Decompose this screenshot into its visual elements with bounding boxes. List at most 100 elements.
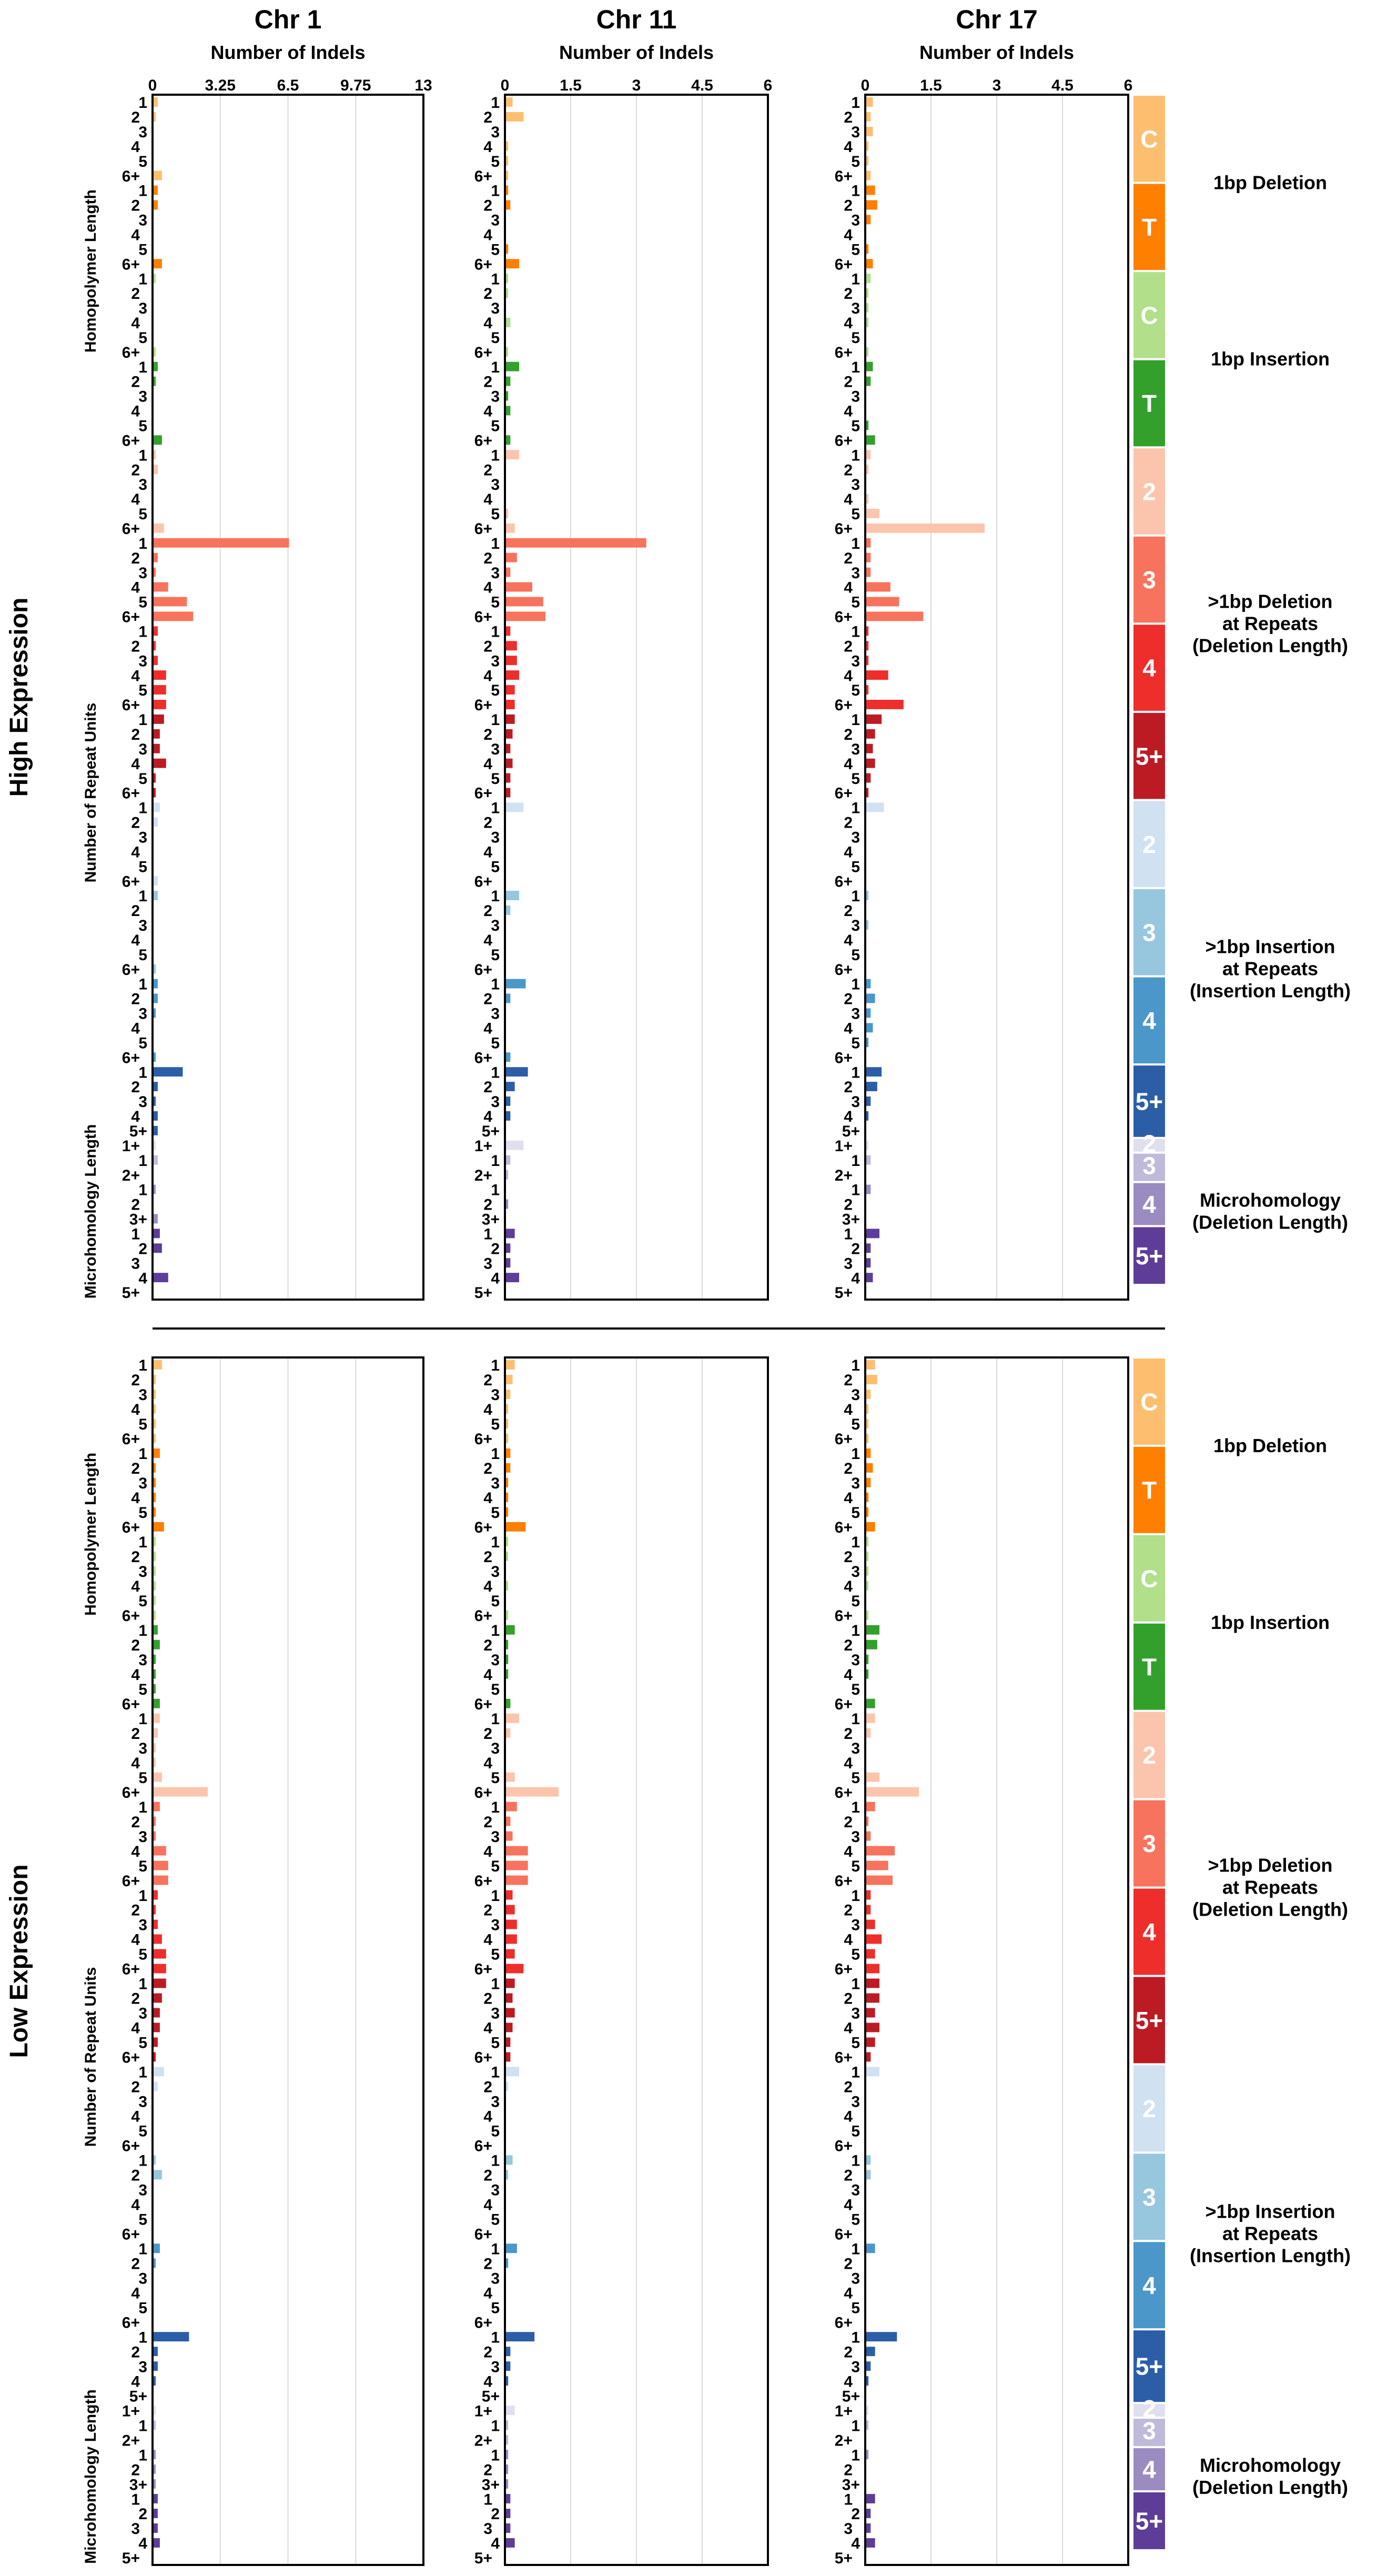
bar [866,1536,869,1546]
row-label: 4 [131,579,140,597]
row-label: 1 [138,1534,147,1551]
row-label: 4 [844,2108,853,2126]
row-label: 2 [491,1240,500,1257]
row-label: 3 [491,1386,500,1404]
row-label: 5 [851,594,860,611]
row-label: 1 [138,711,147,729]
bar [154,274,156,284]
row-label: 6+ [474,785,492,802]
row-label: 3 [483,2520,492,2538]
bar [866,714,882,724]
row-label: 5 [851,1416,860,1433]
category-color-block [1133,2065,1165,2152]
bar [154,170,162,180]
row-label: 2 [483,1196,492,1214]
row-label: 3 [844,1255,853,1272]
row-label: 3 [851,1652,860,1669]
bar [506,1375,513,1384]
row-label: 4 [844,756,853,773]
row-label: 6+ [835,1519,853,1536]
bar [506,508,509,518]
bar [154,1125,158,1135]
bar [154,259,162,269]
bar [154,347,156,357]
bar [506,1978,515,1988]
row-label: 2 [844,1079,853,1096]
bar [154,523,164,533]
row-label: 5 [851,1858,860,1875]
row-label: 3 [851,388,860,406]
row-label: 3 [851,2182,860,2199]
row-label: 5 [491,947,500,964]
row-label: 6+ [122,520,140,538]
row-label: 4 [483,2020,492,2037]
row-label: 3 [138,829,147,846]
row-label: 3 [851,476,860,494]
row-label: 2 [844,1902,853,1919]
row-label: 1 [491,711,500,729]
row-label: 5 [491,2123,500,2140]
block-label: 4 [1142,1918,1156,1946]
row-label: 3 [851,1563,860,1581]
bar [506,979,526,989]
bar [154,582,168,592]
row-label: 4 [131,2285,140,2302]
bar [506,905,511,915]
bar [154,1757,156,1767]
category-color-block [1133,536,1165,623]
bar [506,97,513,107]
row-label: 6+ [474,432,492,449]
bar [866,523,985,533]
row-label: 4 [483,138,492,156]
plot-frame [504,1356,769,2566]
row-label: 5 [851,1593,860,1610]
row-label: 6+ [835,2314,853,2331]
row-label: 1 [851,2064,860,2081]
row-label: 4 [844,2285,853,2302]
bar [506,170,509,180]
row-label: 3 [491,2094,500,2111]
row-label: 1 [483,2491,492,2508]
row-label: 1 [138,623,147,641]
bar [506,2523,511,2533]
row-label: 6+ [122,344,140,361]
row-label: 2+ [122,1167,140,1184]
row-label: 3 [851,124,860,141]
row-label: 4 [483,2285,492,2302]
row-label: 5 [138,418,147,435]
row-label: 6+ [835,1607,853,1625]
row-label: 3+ [482,1211,500,1229]
category-color-block [1133,801,1165,888]
row-label: 6+ [122,609,140,626]
row-label: 5 [851,2035,860,2052]
bar [154,112,156,122]
x-tick-label: 0 [501,77,510,94]
row-label: 2 [131,374,140,391]
bar [506,1964,524,1974]
bar [506,2538,515,2548]
row-label: 1 [851,2240,860,2258]
row-label: 1 [491,1357,500,1374]
row-label: 6+ [474,1519,492,1536]
bar [154,1551,156,1561]
row-label: 5 [491,418,500,435]
bar [506,435,511,445]
row-label: 5 [491,2299,500,2317]
bar [506,361,519,371]
row-label: 3 [851,1093,860,1111]
bar [866,1038,869,1048]
row-label: 4 [483,315,492,332]
bar [506,2081,509,2091]
bar [506,758,513,768]
row-label: 5+ [835,1284,853,1302]
bar [866,1082,877,1091]
row-label: 1 [491,800,500,817]
bar [506,2243,517,2253]
bar [506,2435,509,2445]
row-label: 2 [131,1460,140,1477]
bar [506,1111,511,1121]
row-label: 6+ [474,256,492,273]
row-label: 4 [483,579,492,597]
row-label: 3 [138,388,147,406]
row-label: 2 [483,1548,492,1566]
